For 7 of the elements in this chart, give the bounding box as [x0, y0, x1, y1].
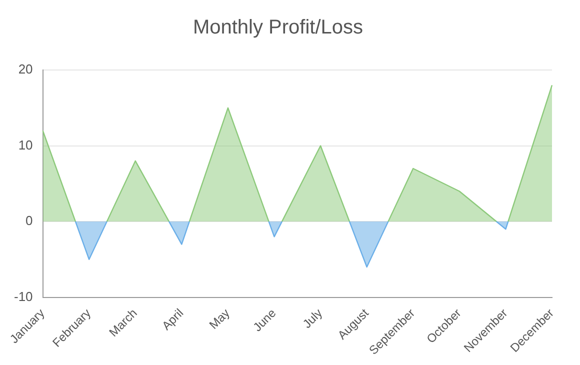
x-tick-label: May [206, 306, 232, 332]
chart-title: Monthly Profit/Loss [192, 16, 364, 39]
y-tick-label: -10 [14, 288, 33, 304]
y-tick-label: 0 [26, 213, 33, 228]
y-tick-label: 10 [18, 137, 33, 152]
x-tick-label: July [300, 306, 326, 331]
y-tick-label: 20 [18, 62, 33, 77]
